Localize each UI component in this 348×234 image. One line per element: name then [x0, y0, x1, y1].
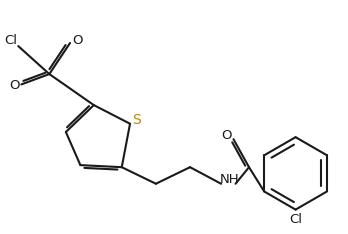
Text: O: O: [9, 79, 19, 92]
Text: O: O: [72, 34, 82, 48]
Text: O: O: [221, 129, 231, 142]
Text: S: S: [132, 113, 141, 127]
Text: Cl: Cl: [289, 213, 302, 227]
Text: NH: NH: [220, 173, 239, 186]
Text: Cl: Cl: [5, 34, 17, 48]
